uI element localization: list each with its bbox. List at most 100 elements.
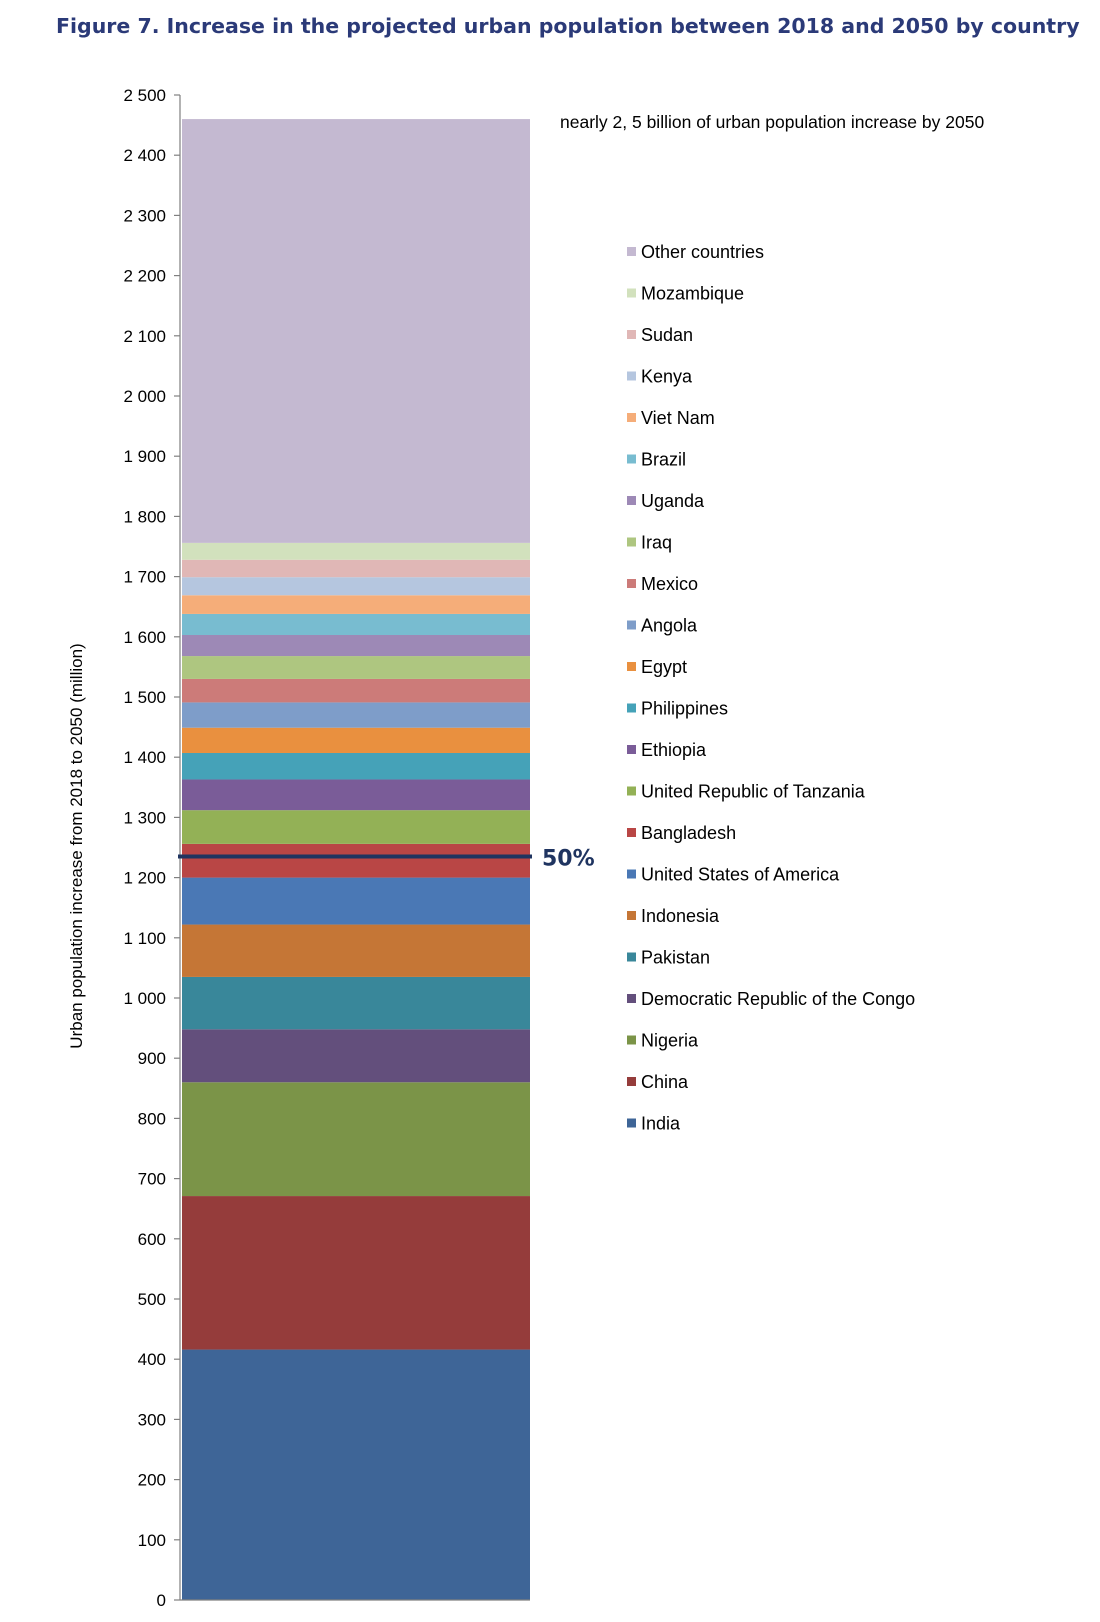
y-tick-label: 700 (138, 1170, 166, 1189)
legend-label-mozambique: Mozambique (641, 284, 744, 304)
legend-label-uganda: Uganda (641, 491, 705, 511)
legend-label-democratic-republic-of-the-congo: Democratic Republic of the Congo (641, 989, 915, 1009)
legend-swatch-indonesia (627, 911, 636, 920)
fifty-percent-label: 50% (542, 847, 595, 872)
bar-segments (182, 119, 530, 1600)
bar-segment-philippines (182, 752, 530, 780)
bar-segment-indonesia (182, 924, 530, 977)
bar-segment-sudan (182, 559, 530, 578)
legend-swatch-angola (627, 620, 636, 630)
legend-swatch-uganda (627, 496, 636, 505)
y-tick-label: 2 100 (123, 327, 166, 346)
bar-segment-mozambique (182, 542, 530, 560)
y-tick-label: 0 (157, 1591, 166, 1610)
legend-swatch-other-countries (627, 247, 636, 256)
y-tick-label: 1 800 (123, 507, 166, 526)
bar-segment-india (182, 1349, 530, 1600)
legend-label-india: India (641, 1114, 681, 1134)
legend-label-nigeria: Nigeria (641, 1031, 699, 1051)
bar-segment-kenya (182, 577, 530, 596)
legend-label-iraq: Iraq (641, 533, 672, 553)
y-tick-label: 800 (138, 1109, 166, 1128)
legend-swatch-iraq (627, 537, 636, 547)
legend-swatch-mexico (627, 579, 636, 588)
legend-label-united-states-of-america: United States of America (641, 865, 840, 885)
y-tick-label: 1 300 (123, 808, 166, 827)
y-tick-label: 600 (138, 1230, 166, 1249)
legend-label-indonesia: Indonesia (641, 906, 720, 926)
legend-label-ethiopia: Ethiopia (641, 740, 707, 760)
bar-segment-ethiopia (182, 779, 530, 811)
legend: Other countries Mozambique Sudan Kenya Viet … (627, 242, 915, 1134)
bar-segment-uganda (182, 634, 530, 657)
legend-swatch-sudan (627, 330, 636, 339)
bar-segment-china (182, 1196, 530, 1350)
y-tick-label: 200 (138, 1471, 166, 1490)
legend-label-other-countries: Other countries (641, 242, 764, 262)
total-annotation: nearly 2, 5 billion of urban population … (560, 112, 984, 132)
bar-segment-angola (182, 702, 530, 728)
y-axis: 0 100 200 300 400 500 600 700 800 900 1 000 1 100 1 … (123, 86, 530, 1610)
legend-label-kenya: Kenya (641, 367, 693, 387)
legend-swatch-united-republic-of-tanzania (627, 786, 636, 796)
bar-segment-brazil (182, 613, 530, 635)
y-tick-label: 400 (138, 1350, 166, 1369)
bar-segment-united-states-of-america (182, 877, 530, 925)
y-tick-label: 2 300 (123, 206, 166, 225)
figure-title: Figure 7. Increase in the projected urba… (56, 14, 1080, 38)
legend-label-viet-nam: Viet Nam (641, 408, 715, 428)
y-tick-label: 1 600 (123, 628, 166, 647)
y-tick-label: 2 000 (123, 387, 166, 406)
legend-swatch-kenya (627, 371, 636, 381)
legend-swatch-egypt (627, 662, 636, 671)
bar-segment-bangladesh (182, 843, 530, 878)
y-tick-label: 1 900 (123, 447, 166, 466)
legend-swatch-democratic-republic-of-the-congo (627, 994, 636, 1003)
y-tick-label: 2 200 (123, 267, 166, 286)
legend-label-angola: Angola (641, 616, 698, 636)
y-tick-label: 1 000 (123, 989, 166, 1008)
bar-segment-united-republic-of-tanzania (182, 810, 530, 844)
legend-label-china: China (641, 1072, 689, 1092)
legend-swatch-nigeria (627, 1035, 636, 1045)
legend-swatch-pakistan (627, 952, 636, 962)
y-tick-label: 1 700 (123, 568, 166, 587)
y-tick-label: 500 (138, 1290, 166, 1309)
y-tick-label: 1 500 (123, 688, 166, 707)
legend-label-brazil: Brazil (641, 450, 686, 470)
bar-segment-other-countries (182, 119, 530, 543)
bar-segment-mexico (182, 678, 530, 703)
legend-swatch-viet-nam (627, 413, 636, 422)
y-tick-label: 2 400 (123, 146, 166, 165)
fifty-percent-marker: 50% (178, 847, 595, 872)
legend-label-bangladesh: Bangladesh (641, 823, 736, 843)
bar-segment-democratic-republic-of-the-congo (182, 1029, 530, 1083)
legend-swatch-bangladesh (627, 828, 636, 837)
bar-segment-nigeria (182, 1082, 530, 1197)
legend-label-pakistan: Pakistan (641, 948, 710, 968)
legend-swatch-china (627, 1077, 636, 1086)
y-tick-label: 1 100 (123, 929, 166, 948)
y-tick-label: 900 (138, 1049, 166, 1068)
legend-swatch-united-states-of-america (627, 869, 636, 879)
bar-segment-viet-nam (182, 595, 530, 614)
y-tick-label: 300 (138, 1410, 166, 1429)
legend-label-mexico: Mexico (641, 574, 698, 594)
legend-swatch-philippines (627, 703, 636, 713)
legend-label-sudan: Sudan (641, 325, 693, 345)
legend-label-united-republic-of-tanzania: United Republic of Tanzania (641, 782, 866, 802)
y-axis-title: Urban population increase from 2018 to 2… (67, 643, 86, 1048)
bar-segment-iraq (182, 656, 530, 679)
y-tick-label: 100 (138, 1531, 166, 1550)
y-tick-label: 2 500 (123, 86, 166, 105)
legend-swatch-mozambique (627, 288, 636, 298)
y-tick-label: 1 200 (123, 869, 166, 888)
bar-segment-pakistan (182, 976, 530, 1030)
legend-swatch-brazil (627, 454, 636, 464)
legend-swatch-ethiopia (627, 745, 636, 754)
bar-segment-egypt (182, 727, 530, 753)
y-tick-label: 1 400 (123, 748, 166, 767)
legend-swatch-india (627, 1118, 636, 1128)
legend-label-egypt: Egypt (641, 657, 687, 677)
